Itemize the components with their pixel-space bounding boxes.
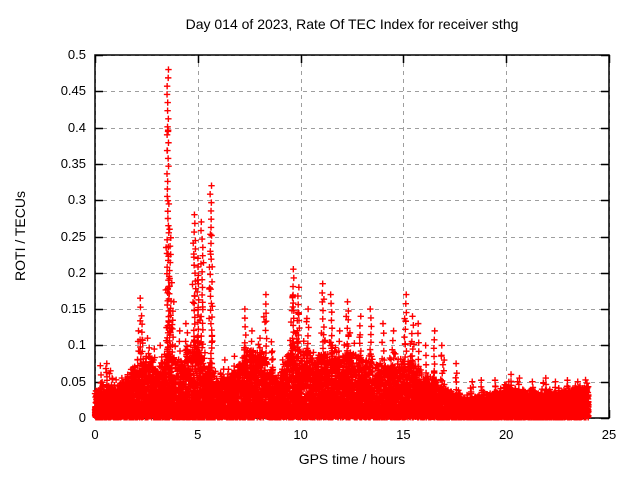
y-tick-label: 0.35 bbox=[60, 155, 86, 171]
x-tick-label: 20 bbox=[498, 427, 514, 442]
x-tick-label: 0 bbox=[91, 427, 99, 442]
y-tick-label: 0.3 bbox=[67, 192, 86, 208]
y-tick-label: 0.5 bbox=[67, 47, 86, 62]
y-tick-label: 0 bbox=[78, 410, 86, 425]
y-tick-label: 0.1 bbox=[67, 337, 86, 353]
x-axis-label: GPS time / hours bbox=[298, 451, 406, 467]
x-tick-label: 5 bbox=[194, 427, 202, 442]
chart-title: Day 014 of 2023, Rate Of TEC Index for r… bbox=[185, 16, 519, 32]
y-tick-label: 0.2 bbox=[67, 264, 86, 280]
y-tick-label: 0.45 bbox=[60, 83, 86, 99]
y-tick-label: 0.05 bbox=[60, 373, 86, 389]
x-tick-label: 15 bbox=[396, 427, 411, 442]
y-axis-label: ROTI / TECUs bbox=[12, 191, 28, 281]
y-tick-label: 0.25 bbox=[60, 228, 86, 244]
y-tick-label: 0.4 bbox=[67, 119, 86, 135]
y-tick-label: 0.15 bbox=[60, 301, 86, 317]
x-tick-label: 10 bbox=[293, 427, 308, 442]
x-tick-label: 25 bbox=[601, 427, 617, 442]
